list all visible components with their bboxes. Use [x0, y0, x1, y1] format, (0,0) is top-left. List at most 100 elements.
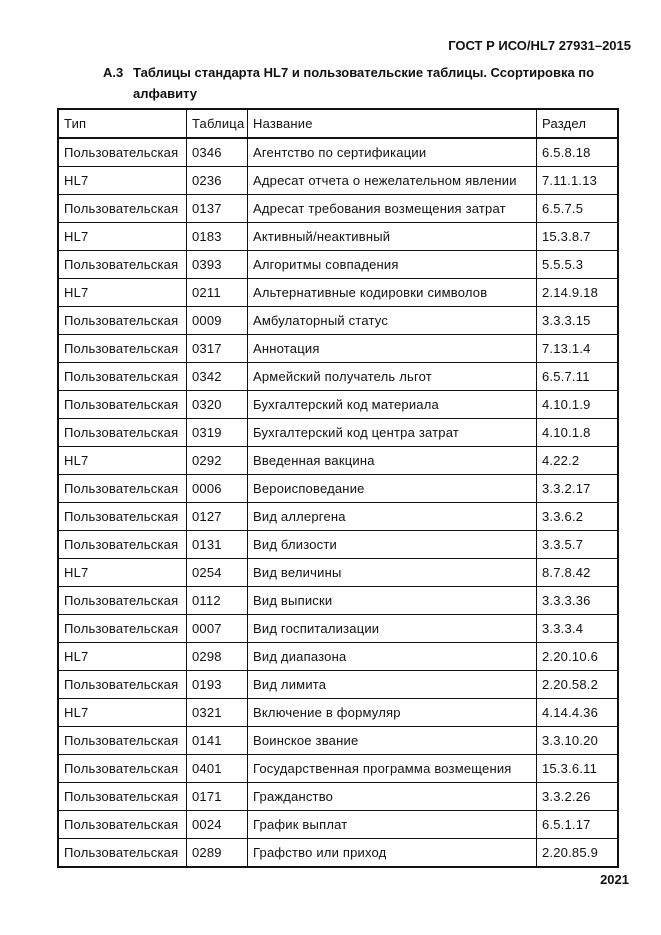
- cell: 15.3.6.11: [536, 754, 619, 783]
- cell: 0007: [186, 614, 248, 643]
- cell: Адресат отчета о нежелательном явлении: [247, 166, 537, 195]
- cell: 3.3.3.4: [536, 614, 619, 643]
- cell: 0321: [186, 698, 248, 727]
- table-row: Пользовательская 0024 График выплат 6.5.1.1…: [57, 810, 619, 839]
- cell: Пользовательская: [57, 334, 187, 363]
- header-row: Тип Таблица Название Раздел: [57, 108, 619, 139]
- table-row: Пользовательская 0127 Вид аллергена 3.3.6.2: [57, 502, 619, 531]
- cell: HL7: [57, 446, 187, 475]
- table-row: Пользовательская 0193 Вид лимита 2.20.58.2: [57, 670, 619, 699]
- table-row: Пользовательская 0320 Бухгалтерский код ма…: [57, 390, 619, 419]
- cell: Воинское звание: [247, 726, 537, 755]
- table-row: Пользовательская 0009 Амбулаторный статус 3…: [57, 306, 619, 335]
- cell: Активный/неактивный: [247, 222, 537, 251]
- table-row: HL7 0254 Вид величины 8.7.8.42: [57, 558, 619, 587]
- cell: Бухгалтерский код материала: [247, 390, 537, 419]
- cell: Вид диапазона: [247, 642, 537, 671]
- cell: Пользовательская: [57, 754, 187, 783]
- cell: 0127: [186, 502, 248, 531]
- cell: 4.22.2: [536, 446, 619, 475]
- cell: Аннотация: [247, 334, 537, 363]
- cell: HL7: [57, 642, 187, 671]
- cell: 0342: [186, 362, 248, 391]
- cell: 8.7.8.42: [536, 558, 619, 587]
- cell: HL7: [57, 558, 187, 587]
- cell: Пользовательская: [57, 810, 187, 839]
- cell: 6.5.7.11: [536, 362, 619, 391]
- cell: 0131: [186, 530, 248, 559]
- cell: Армейский получатель льгот: [247, 362, 537, 391]
- cell: Пользовательская: [57, 250, 187, 279]
- cell: 0141: [186, 726, 248, 755]
- table-row: Пользовательская 0393 Алгоритмы совпадения…: [57, 250, 619, 279]
- cell: Пользовательская: [57, 418, 187, 447]
- table-row: HL7 0211 Альтернативные кодировки символов…: [57, 278, 619, 307]
- table-row: Пользовательская 0319 Бухгалтерский код це…: [57, 418, 619, 447]
- cell: 0171: [186, 782, 248, 811]
- cell: 0236: [186, 166, 248, 195]
- cell: Алгоритмы совпадения: [247, 250, 537, 279]
- cell: 3.3.3.36: [536, 586, 619, 615]
- cell: 0393: [186, 250, 248, 279]
- table-row: HL7 0298 Вид диапазона 2.20.10.6: [57, 642, 619, 671]
- cell: 3.3.2.17: [536, 474, 619, 503]
- cell: 0254: [186, 558, 248, 587]
- table-row: Пользовательская 0141 Воинское звание 3.3.1…: [57, 726, 619, 755]
- header-cell: Раздел: [536, 108, 619, 139]
- table-row: HL7 0183 Активный/неактивный 15.3.8.7: [57, 222, 619, 251]
- cell: Пользовательская: [57, 670, 187, 699]
- table-row: HL7 0236 Адресат отчета о нежелательном яв…: [57, 166, 619, 195]
- cell: Пользовательская: [57, 194, 187, 223]
- table-row: HL7 0321 Включение в формуляр 4.14.4.36: [57, 698, 619, 727]
- cell: Государственная программа возмещения: [247, 754, 537, 783]
- cell: Вид госпитализации: [247, 614, 537, 643]
- header-cell: Таблица: [186, 108, 248, 139]
- cell: Пользовательская: [57, 474, 187, 503]
- cell: Пользовательская: [57, 362, 187, 391]
- cell: Вид выписки: [247, 586, 537, 615]
- cell: HL7: [57, 222, 187, 251]
- table-row: Пользовательская 0137 Адресат требования в…: [57, 194, 619, 223]
- standard-header: ГОСТ Р ИСО/HL7 27931–2015: [448, 38, 631, 53]
- cell: 4.10.1.9: [536, 390, 619, 419]
- header-cell: Тип: [57, 108, 187, 139]
- cell: Пользовательская: [57, 306, 187, 335]
- section-heading: А.3 Таблицы стандарта HL7 и пользователь…: [103, 62, 623, 104]
- cell: 6.5.1.17: [536, 810, 619, 839]
- cell: График выплат: [247, 810, 537, 839]
- cell: 2.20.85.9: [536, 838, 619, 868]
- cell: Пользовательская: [57, 390, 187, 419]
- cell: 3.3.6.2: [536, 502, 619, 531]
- cell: 3.3.3.15: [536, 306, 619, 335]
- table: Тип Таблица Название Раздел Пользовательская…: [57, 108, 619, 868]
- cell: 2.20.58.2: [536, 670, 619, 699]
- cell: Пользовательская: [57, 782, 187, 811]
- cell: 7.13.1.4: [536, 334, 619, 363]
- table-row: Пользовательская 0317 Аннотация 7.13.1.4: [57, 334, 619, 363]
- cell: Амбулаторный статус: [247, 306, 537, 335]
- table-row: Пользовательская 0171 Гражданство 3.3.2.26: [57, 782, 619, 811]
- cell: 4.10.1.8: [536, 418, 619, 447]
- table-row: Пользовательская 0007 Вид госпитализации 3.…: [57, 614, 619, 643]
- table-row: Пользовательская 0006 Вероисповедание 3.3.2…: [57, 474, 619, 503]
- cell: 0320: [186, 390, 248, 419]
- cell: Пользовательская: [57, 614, 187, 643]
- table-row: Пользовательская 0342 Армейский получатель…: [57, 362, 619, 391]
- cell: 3.3.2.26: [536, 782, 619, 811]
- cell: 2.20.10.6: [536, 642, 619, 671]
- cell: HL7: [57, 166, 187, 195]
- cell: Графство или приход: [247, 838, 537, 868]
- cell: 0024: [186, 810, 248, 839]
- cell: Вид величины: [247, 558, 537, 587]
- cell: 0346: [186, 137, 248, 167]
- cell: 0211: [186, 278, 248, 307]
- cell: HL7: [57, 698, 187, 727]
- section-title: Таблицы стандарта HL7 и пользовательские…: [133, 65, 595, 101]
- cell: Вероисповедание: [247, 474, 537, 503]
- page-number: 2021: [600, 872, 629, 887]
- cell: HL7: [57, 278, 187, 307]
- table-row: Пользовательская 0401 Государственная прог…: [57, 754, 619, 783]
- cell: Бухгалтерский код центра затрат: [247, 418, 537, 447]
- cell: Вид близости: [247, 530, 537, 559]
